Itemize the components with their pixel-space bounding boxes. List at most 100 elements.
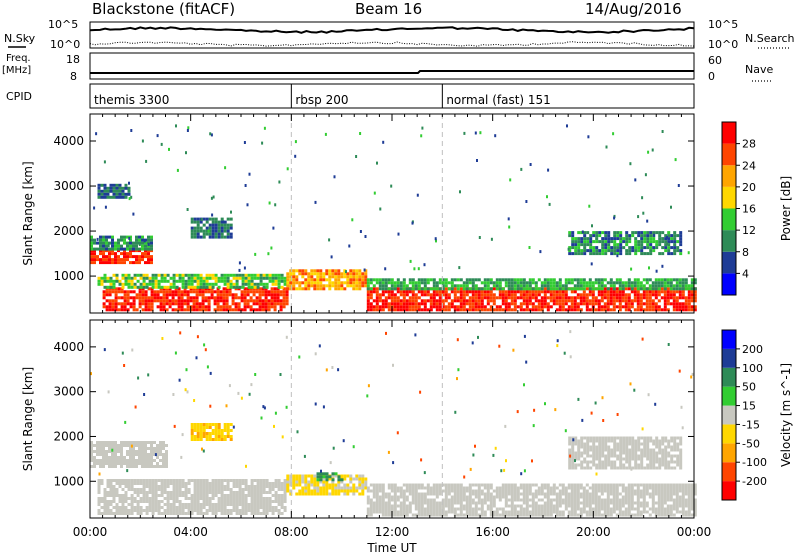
- echo-cell: [289, 269, 292, 272]
- echo-cell: [310, 484, 313, 487]
- echo-cell: [514, 293, 517, 296]
- echo-cell: [643, 493, 646, 496]
- echo-cell: [200, 432, 203, 435]
- echo-cell: [406, 484, 409, 487]
- echo-cell: [236, 274, 239, 277]
- echo-cell: [125, 497, 128, 500]
- echo-cell: [601, 278, 604, 281]
- echo-cell: [649, 296, 652, 299]
- echo-cell: [691, 284, 694, 287]
- echo-cell: [106, 308, 109, 311]
- echo-cell: [418, 487, 421, 490]
- echo-cell: [649, 234, 652, 237]
- echo-cell: [514, 302, 517, 305]
- echo-cell: [475, 496, 478, 499]
- echo-cell: [418, 287, 421, 290]
- echo-cell: [412, 287, 415, 290]
- echo-cell: [194, 236, 197, 239]
- echo-cell: [574, 302, 577, 305]
- echo-cell: [102, 239, 105, 242]
- echo-cell: [664, 302, 667, 305]
- echo-cell: [547, 281, 550, 284]
- echo-cell: [526, 499, 529, 502]
- echo-cell: [682, 308, 685, 311]
- echo-cell: [194, 423, 197, 426]
- echo-cell: [691, 293, 694, 296]
- echo-cell: [448, 499, 451, 502]
- echo-cell: [577, 505, 580, 508]
- echo-cell: [670, 237, 673, 240]
- echo-cell: [122, 512, 125, 515]
- echo-cell: [649, 231, 652, 234]
- echo-cell: [625, 299, 628, 302]
- echo-cell: [190, 296, 193, 299]
- echo-cell: [403, 511, 406, 514]
- echo-cell: [607, 458, 610, 461]
- echo-cell: [358, 278, 361, 281]
- echo-cell: [619, 237, 622, 240]
- echo-cell: [157, 296, 160, 299]
- echo-cell: [135, 242, 138, 245]
- echo-cell: [526, 505, 529, 508]
- echo-cell: [197, 280, 200, 283]
- noise-cell: [459, 190, 461, 193]
- echo-cell: [292, 481, 295, 484]
- echo-cell: [124, 293, 127, 296]
- echo-cell: [460, 514, 463, 517]
- echo-cell: [289, 287, 292, 290]
- echo-cell: [673, 499, 676, 502]
- echo-cell: [547, 278, 550, 281]
- echo-cell: [532, 293, 535, 296]
- echo-cell: [655, 296, 658, 299]
- echo-cell: [577, 249, 580, 252]
- echo-cell: [103, 290, 106, 293]
- echo-cell: [415, 496, 418, 499]
- freq-panel: [90, 53, 694, 79]
- echo-cell: [212, 236, 215, 239]
- echo-cell: [601, 440, 604, 443]
- echo-cell: [184, 302, 187, 305]
- echo-cell: [304, 281, 307, 284]
- echo-cell: [233, 482, 236, 485]
- echo-cell: [272, 506, 275, 509]
- echo-cell: [391, 278, 394, 281]
- echo-cell: [400, 496, 403, 499]
- echo-cell: [541, 490, 544, 493]
- echo-cell: [514, 290, 517, 293]
- echo-cell: [604, 508, 607, 511]
- echo-cell: [144, 465, 147, 468]
- echo-cell: [529, 299, 532, 302]
- echo-cell: [334, 490, 337, 493]
- echo-cell: [625, 514, 628, 517]
- echo-cell: [649, 243, 652, 246]
- echo-cell: [379, 299, 382, 302]
- noise-cell: [666, 236, 668, 239]
- echo-cell: [583, 278, 586, 281]
- echo-cell: [433, 284, 436, 287]
- echo-cell: [592, 496, 595, 499]
- echo-cell: [688, 496, 691, 499]
- echo-cell: [370, 296, 373, 299]
- echo-cell: [394, 284, 397, 287]
- echo-cell: [230, 479, 233, 482]
- echo-cell: [125, 283, 128, 286]
- echo-cell: [580, 252, 583, 255]
- echo-cell: [322, 487, 325, 490]
- echo-cell: [227, 494, 230, 497]
- echo-cell: [260, 274, 263, 277]
- echo-cell: [197, 286, 200, 289]
- echo-cell: [487, 290, 490, 293]
- echo-cell: [361, 484, 364, 487]
- echo-cell: [469, 278, 472, 281]
- echo-cell: [487, 505, 490, 508]
- echo-cell: [673, 246, 676, 249]
- echo-cell: [514, 508, 517, 511]
- echo-cell: [589, 499, 592, 502]
- echo-cell: [658, 252, 661, 255]
- echo-cell: [152, 482, 155, 485]
- echo-cell: [544, 496, 547, 499]
- echo-cell: [505, 278, 508, 281]
- echo-cell: [157, 290, 160, 293]
- echo-cell: [469, 505, 472, 508]
- echo-cell: [451, 290, 454, 293]
